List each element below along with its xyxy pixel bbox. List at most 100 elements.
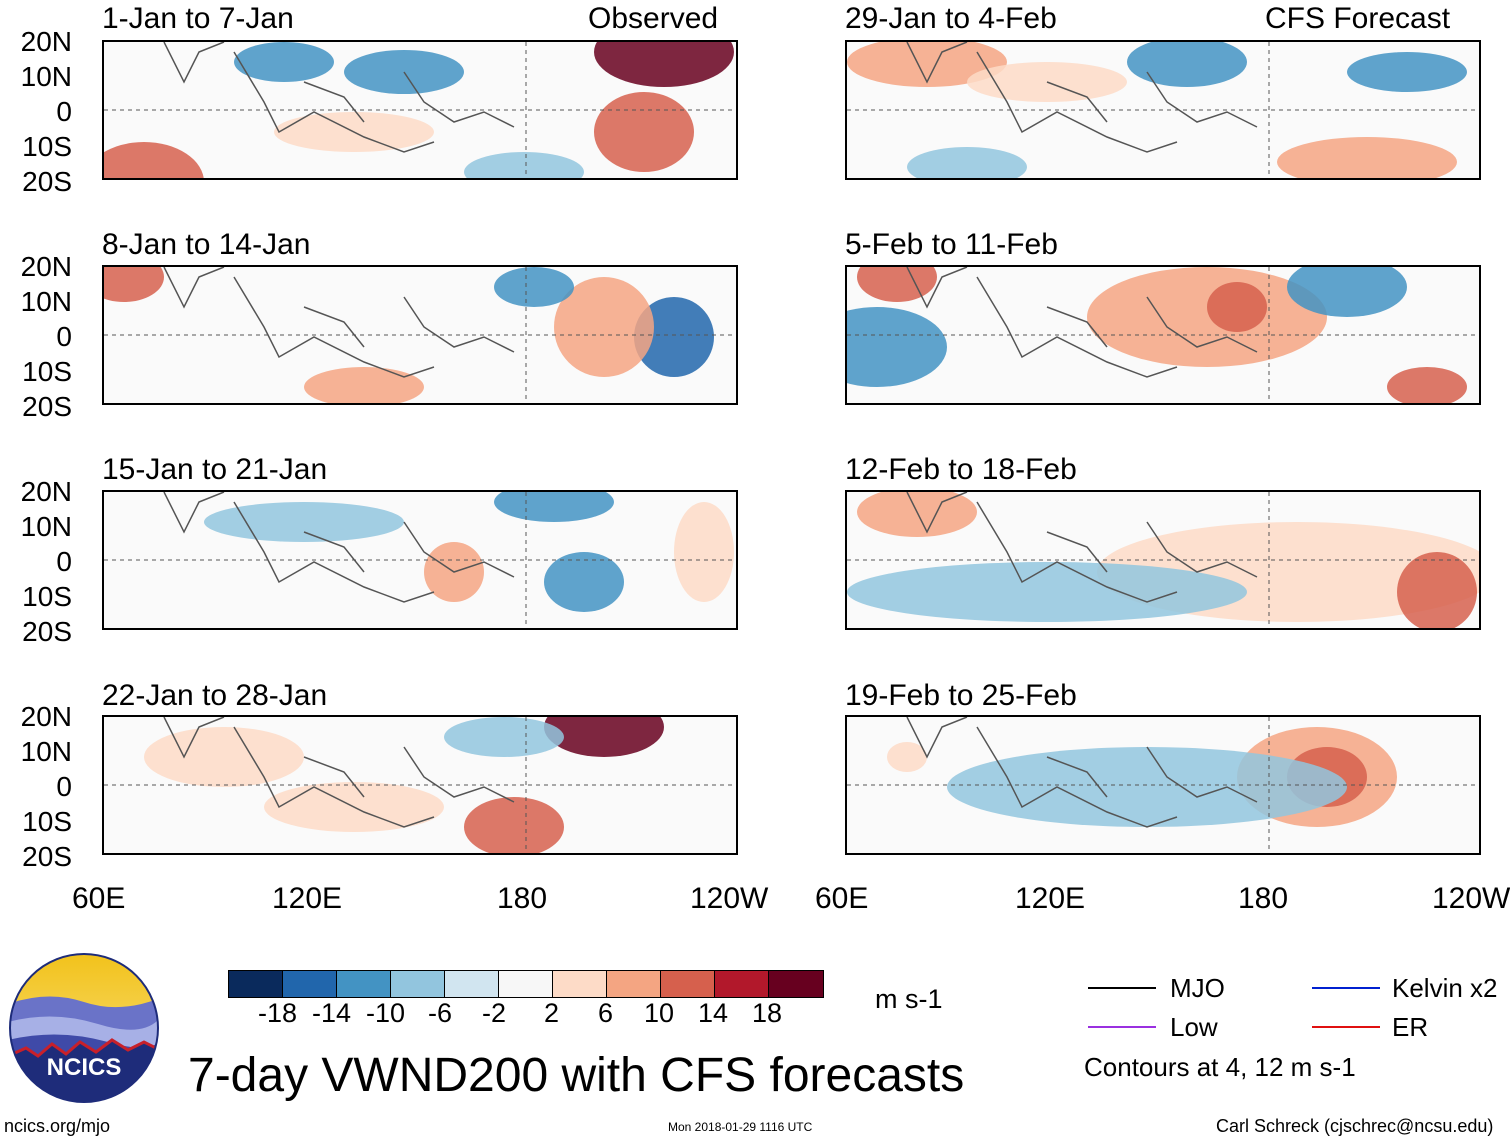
contours-note: Contours at 4, 12 m s-1 [1084,1052,1356,1082]
colorbar-tick: 6 [598,998,614,1028]
coastline [163,492,515,603]
colorbar-swatch [715,971,769,997]
lat-label: 20S [22,616,72,647]
legend-mjo-swatch [1088,987,1156,989]
legend-kelvin-swatch [1312,987,1380,989]
lat-label: 0 [56,96,72,127]
anomaly-field [104,42,736,178]
coastline [906,717,1258,828]
colorbar-tick: 10 [644,998,675,1028]
anomaly-field [847,492,1479,628]
anomaly-field [847,42,1479,178]
anomaly-blob [887,742,927,772]
anomaly-blob [204,502,404,542]
colorbar-swatch [553,971,607,997]
anomaly-blob [234,42,334,82]
lon-label-120w-left: 120W [690,882,769,915]
colorbar-swatch [337,971,391,997]
colorbar-tick: -2 [482,998,507,1028]
anomaly-blob [444,717,564,757]
anomaly-blob [494,492,614,522]
anomaly-blob [1287,267,1407,317]
anomaly-blob [634,297,714,377]
anomaly-blob [144,727,304,787]
anomaly-blob [594,92,694,172]
footer-timestamp: Mon 2018-01-29 1116 UTC [668,1120,813,1134]
coastline [163,267,515,378]
colorbar-swatch [769,971,823,997]
legend-low-label: Low [1170,1012,1218,1042]
anomaly-field [104,267,736,403]
legend-low-swatch [1088,1026,1156,1028]
forecast-label: CFS Forecast [1265,2,1451,35]
anomaly-blob [847,307,947,387]
lat-label: 10S [22,581,72,612]
anomaly-blob [674,502,734,602]
lon-label-60e-left: 60E [72,882,126,915]
legend-er-swatch [1312,1026,1380,1028]
lat-label: 10N [20,511,72,542]
anomaly-blob [857,267,937,302]
lat-label: 20N [20,701,72,732]
lon-label-120e-right: 120E [1015,882,1086,915]
legend-mjo-label: MJO [1170,973,1225,1003]
lat-label: 0 [56,771,72,802]
footer-url[interactable]: ncics.org/mjo [4,1116,111,1136]
lat-label: 10N [20,736,72,767]
anomaly-field [104,492,736,628]
anomaly-field [104,717,736,853]
anomaly-blob [544,717,664,757]
lat-label: 10S [22,131,72,162]
anomaly-blob [1387,367,1467,403]
lat-label: 10N [20,61,72,92]
panel-title-2: 8-Jan to 14-Jan [102,228,311,261]
lon-label-180-right: 180 [1238,882,1289,915]
colorbar-swatch [391,971,445,997]
anomaly-blob [847,562,1247,622]
anomaly-blob [554,277,654,377]
anomaly-blob [1347,52,1467,92]
lat-label: 10S [22,356,72,387]
logo-text: NCICS [46,1054,122,1081]
colorbar-tick: 18 [752,998,783,1028]
anomaly-blob [104,267,164,302]
coastline [906,492,1258,603]
colorbar [228,970,824,998]
anomaly-field [847,267,1479,403]
coastline [906,267,1258,378]
panel-title-3: 15-Jan to 21-Jan [102,453,328,486]
anomaly-blob [1207,282,1267,332]
panel-title-6: 5-Feb to 11-Feb [845,228,1058,261]
anomaly-blob [104,142,204,178]
colorbar-units: m s-1 [875,984,943,1014]
lat-label: 10S [22,806,72,837]
anomaly-blob [857,492,977,537]
coastline [163,42,515,153]
anomaly-blob [1397,552,1477,628]
map-panel-forecast-3 [845,490,1481,630]
lat-label: 20S [22,391,72,422]
map-panel-observed-4 [102,715,738,855]
panel-title-8: 19-Feb to 25-Feb [845,679,1077,712]
lon-label-180-left: 180 [497,882,548,915]
lon-label-60e-right: 60E [815,882,869,915]
ncics-logo: NCICS [8,952,160,1104]
colorbar-tick: 14 [698,998,729,1028]
lat-label: 20S [22,166,72,197]
legend-kelvin-label: Kelvin x2 [1392,973,1498,1003]
panel-title-5: 29-Jan to 4-Feb [845,2,1057,35]
anomaly-field [847,717,1479,853]
lat-label: 20N [20,26,72,57]
footer-credit: Carl Schreck (cjschrec@ncsu.edu) [1216,1116,1494,1136]
anomaly-blob [907,147,1027,178]
colorbar-tick: 2 [544,998,560,1028]
anomaly-blob [544,552,624,612]
panel-title-1: 1-Jan to 7-Jan [102,2,294,35]
colorbar-tick: -14 [312,998,352,1028]
lat-label: 20N [20,251,72,282]
lat-label: 20N [20,476,72,507]
colorbar-tick: -18 [258,998,298,1028]
coastline [163,717,515,828]
panel-title-4: 22-Jan to 28-Jan [102,679,328,712]
anomaly-blob [1127,42,1247,87]
